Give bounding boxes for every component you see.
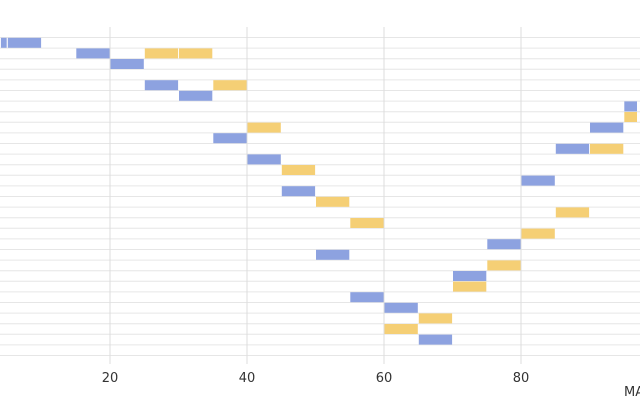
segment-bar	[144, 48, 179, 59]
x-axis-tick-labels: 20 40 60 80	[102, 371, 530, 386]
segment-bar	[487, 260, 521, 271]
segment-bar	[110, 59, 144, 69]
segment-bar	[624, 101, 637, 112]
segment-bar	[624, 112, 637, 122]
segment-bar	[179, 48, 213, 59]
segment-bar	[281, 165, 316, 175]
segment-bar	[281, 186, 316, 197]
x-tick-label: 40	[239, 371, 256, 386]
segment-bar	[316, 196, 350, 207]
vertical-gridlines	[109, 27, 522, 364]
x-tick-label: 80	[513, 371, 530, 386]
segment-bar	[350, 292, 384, 303]
segment-bar	[213, 133, 247, 144]
segment-bar	[521, 228, 555, 239]
segment-bar	[350, 218, 384, 228]
horizontal-gridlines	[0, 37, 640, 356]
segment-bar	[247, 122, 281, 133]
segment-bar	[213, 80, 247, 91]
segment-bar	[179, 90, 213, 101]
x-tick-label: 60	[376, 371, 393, 386]
segment-bar	[418, 313, 453, 324]
segment-bar	[590, 143, 624, 154]
segments	[0, 37, 637, 345]
segment-bar	[76, 48, 110, 59]
x-tick-label: 20	[102, 371, 119, 386]
segment-bar	[144, 80, 179, 91]
segment-bar	[0, 37, 7, 48]
x-axis-title: MA	[624, 385, 640, 400]
segment-bar	[384, 324, 418, 334]
segment-bar	[418, 334, 453, 345]
segment-bar	[521, 175, 555, 186]
segment-bar	[453, 271, 487, 281]
segment-bar	[384, 302, 418, 313]
segment-bar	[555, 207, 590, 218]
segment-bar	[487, 239, 521, 250]
segment-bar	[590, 122, 624, 133]
segment-bar	[316, 249, 350, 260]
segment-bar	[7, 37, 42, 48]
segment-bar	[453, 281, 487, 292]
segment-bar	[555, 143, 590, 154]
segment-bar	[247, 154, 281, 165]
